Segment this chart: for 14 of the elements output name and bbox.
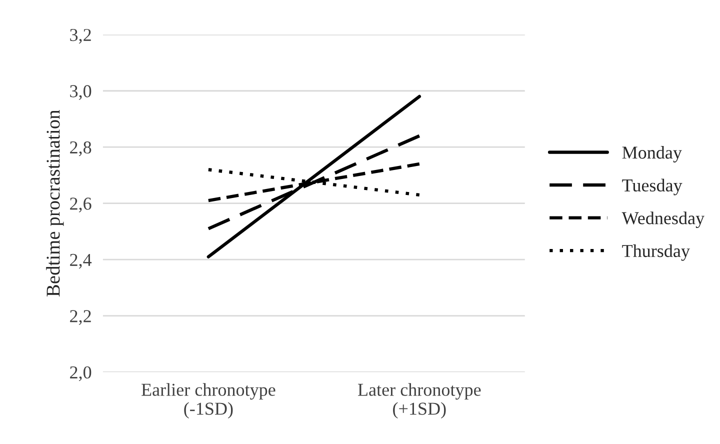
y-tick-label: 2,0 <box>70 366 92 382</box>
y-axis-title: Bedtime procrastination <box>46 110 64 296</box>
legend-label: Wednesday <box>622 212 704 228</box>
y-tick-label: 2,8 <box>70 141 92 156</box>
legend-label: Thursday <box>622 244 690 261</box>
legend-label: Monday <box>622 146 682 162</box>
legend-label: Tuesday <box>622 178 682 196</box>
x-tick-label: Earlier chronotype (-1SD) <box>142 383 276 418</box>
y-tick-label: 2,6 <box>70 198 92 212</box>
x-tick-label: Later chronotype (+1SD) <box>358 383 481 418</box>
y-tick-label: 3,2 <box>70 28 91 44</box>
y-tick-label: 3,0 <box>70 85 92 100</box>
y-tick-label: 2,4 <box>70 254 92 269</box>
y-tick-label: 2,2 <box>70 310 91 325</box>
